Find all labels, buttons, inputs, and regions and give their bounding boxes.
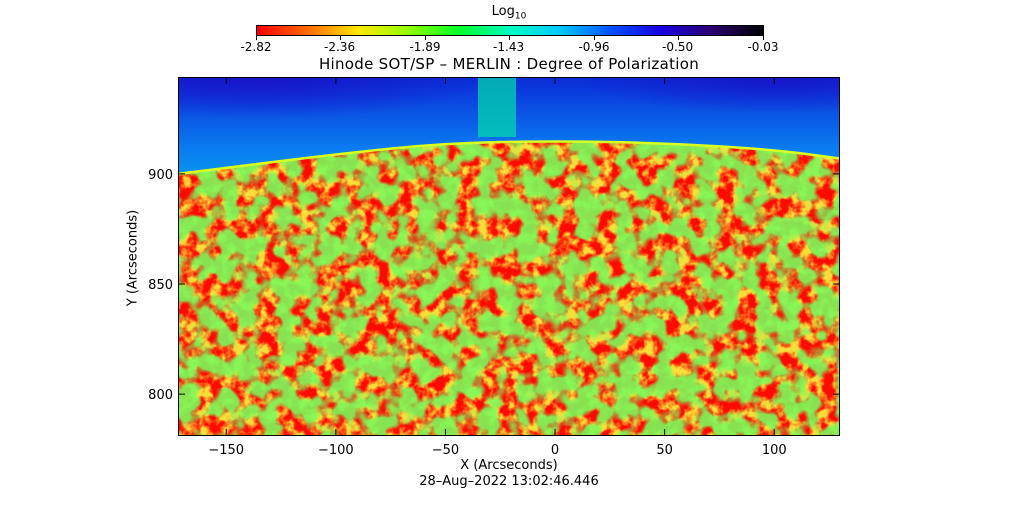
colorbar-tick <box>425 36 426 40</box>
x-tick-label: 100 <box>762 443 787 458</box>
chart-title: Hinode SOT/SP – MERLIN : Degree of Polar… <box>318 55 700 73</box>
colorbar-tick-label: -0.50 <box>662 40 694 54</box>
limb-edge <box>178 140 840 176</box>
colorbar-tick <box>594 36 595 40</box>
colorbar-tick <box>339 36 341 40</box>
scan-seam <box>478 77 516 137</box>
colorbar-tick-label: -0.96 <box>578 40 610 54</box>
y-axis-label: Y (Arcseconds) <box>125 209 141 307</box>
colorbar-tick <box>677 36 679 40</box>
y-tick-label: 900 <box>148 168 173 183</box>
colorbar-tick-label: -2.36 <box>324 40 356 54</box>
colorbar-tick-label: -2.82 <box>240 40 272 54</box>
polarization-map <box>178 77 840 436</box>
y-tick-label: 800 <box>148 388 173 403</box>
x-tick-label: −100 <box>318 443 354 458</box>
x-tick-label: −50 <box>432 443 459 458</box>
colorbar-tick-label: -1.43 <box>493 40 525 54</box>
x-tick-label: 50 <box>656 443 673 458</box>
x-tick-label: −150 <box>208 443 244 458</box>
colorbar <box>256 25 764 36</box>
colorbar-tick-label: -0.03 <box>747 40 779 54</box>
plot-frame <box>178 77 840 436</box>
colorbar-tick-label: -1.89 <box>409 40 441 54</box>
colorbar-tick <box>508 36 510 40</box>
timestamp: 28–Aug–2022 13:02:46.446 <box>419 474 599 489</box>
colorbar-tick <box>763 36 764 40</box>
x-axis-label: X (Arcseconds) <box>460 458 558 473</box>
colorbar-tick <box>256 36 257 40</box>
y-tick-label: 850 <box>148 278 173 293</box>
colorbar-title: Log10 <box>491 4 527 22</box>
x-tick-label: 0 <box>551 443 559 458</box>
